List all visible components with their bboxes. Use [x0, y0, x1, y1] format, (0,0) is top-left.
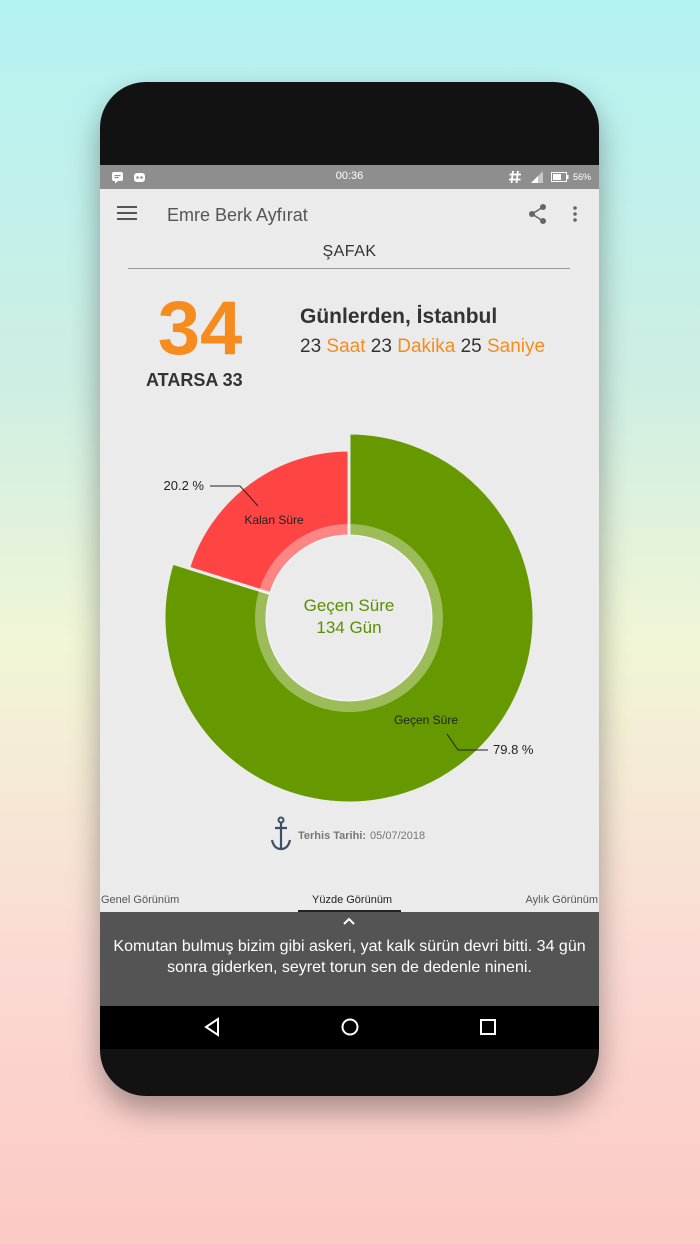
battery-icon — [551, 169, 569, 185]
more-icon[interactable] — [572, 205, 578, 228]
view-tabs: Genel Görünüm Yüzde Görünüm Aylık Görünü… — [100, 890, 599, 912]
status-time: 00:36 — [335, 170, 364, 182]
app-screen: 00:36 56% Emre Berk Ayfırat ŞAFAK 34 ATA… — [100, 165, 599, 1049]
gecen-percent-label: 79.8 % — [493, 742, 534, 757]
center-label: Geçen Süre — [304, 596, 395, 615]
center-value: 134 Gün — [316, 618, 381, 637]
active-tab-indicator — [298, 910, 401, 912]
app-bar: Emre Berk Ayfırat — [100, 189, 599, 241]
tab-genel-gorunum[interactable]: Genel Görünüm — [101, 894, 180, 906]
terhis-info: Terhis Tarihi: 05/07/2018 — [270, 816, 425, 855]
chevron-up-icon[interactable] — [340, 914, 358, 930]
chart-hole — [267, 536, 431, 700]
minutes-value: 23 — [370, 336, 392, 357]
kalan-percent-label: 20.2 % — [164, 478, 205, 493]
status-bar: 00:36 56% — [100, 165, 599, 189]
seconds-unit: Saniye — [487, 336, 546, 357]
days-location-label: Günlerden, İstanbul — [300, 305, 498, 328]
back-icon[interactable] — [203, 1017, 221, 1042]
hours-value: 23 — [300, 336, 322, 357]
anchor-icon — [270, 816, 292, 855]
gecen-leader-line — [446, 733, 488, 751]
kalan-category-label: Kalan Süre — [244, 513, 304, 527]
share-icon[interactable] — [528, 203, 548, 230]
time-remaining: 23 Saat 23 Dakika 25 Saniye — [300, 336, 545, 358]
tab-aylik-gorunum[interactable]: Aylık Görünüm — [525, 894, 598, 906]
quote-panel: Komutan bulmuş bizim gibi askeri, yat ka… — [100, 912, 599, 1006]
kalan-leader-line — [210, 485, 259, 507]
page-subtitle: ŞAFAK — [322, 243, 377, 260]
hours-unit: Saat — [326, 336, 366, 357]
battery-percent: 56% — [573, 172, 592, 182]
hashtag-icon — [508, 169, 522, 185]
seconds-value: 25 — [460, 336, 482, 357]
app-title: Emre Berk Ayfırat — [167, 205, 308, 225]
quote-text: Komutan bulmuş bizim gibi askeri, yat ka… — [100, 936, 599, 978]
navigation-bar — [100, 1006, 599, 1049]
home-icon[interactable] — [340, 1017, 360, 1042]
quote-line-1: Komutan bulmuş bizim gibi askeri, yat ka… — [113, 938, 586, 955]
menu-icon[interactable] — [117, 206, 137, 222]
atarsa-label: ATARSA 33 — [146, 370, 243, 390]
recents-icon[interactable] — [479, 1017, 497, 1042]
days-remaining: 34 — [157, 286, 243, 371]
terhis-date: 05/07/2018 — [370, 829, 426, 842]
quote-line-2: sonra giderken, seyret torun sen de dede… — [167, 959, 532, 976]
gecen-category-label: Geçen Süre — [394, 713, 458, 727]
terhis-label: Terhis Tarihi: — [298, 829, 367, 842]
message-icon — [111, 169, 124, 185]
notification-icon — [133, 169, 146, 185]
donut-chart: Geçen Süre 134 Gün 20.2 % Kalan Süre 79.… — [162, 431, 536, 805]
subtitle-divider — [128, 268, 570, 269]
tab-yuzde-gorunum[interactable]: Yüzde Görünüm — [312, 894, 393, 906]
minutes-unit: Dakika — [397, 336, 456, 357]
signal-icon — [530, 169, 544, 185]
